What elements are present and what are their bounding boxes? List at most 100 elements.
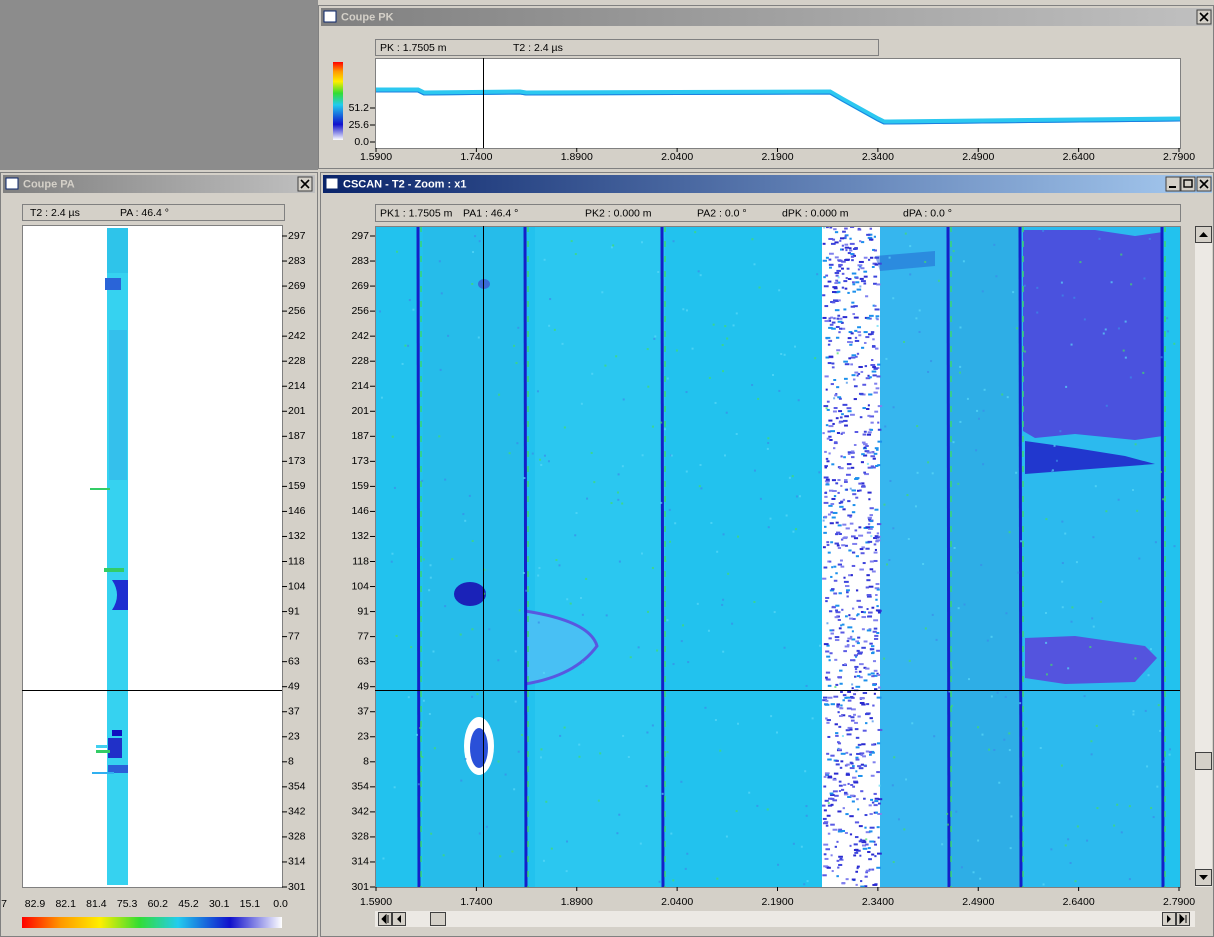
speckle bbox=[769, 517, 772, 520]
speckle bbox=[857, 264, 863, 267]
speckle bbox=[870, 421, 874, 424]
speckle bbox=[854, 821, 860, 824]
speckle bbox=[870, 465, 875, 468]
speckle bbox=[858, 651, 863, 654]
speckle bbox=[686, 852, 689, 855]
minimize-button[interactable] bbox=[1165, 176, 1181, 192]
speckle bbox=[867, 466, 872, 469]
speckle bbox=[1136, 509, 1139, 512]
speckle bbox=[835, 759, 839, 762]
speckle bbox=[843, 576, 846, 579]
speckle bbox=[471, 628, 474, 631]
speckle bbox=[478, 240, 481, 243]
speckle bbox=[857, 636, 861, 639]
speckle bbox=[1146, 765, 1149, 768]
horizontal-scrollbar[interactable] bbox=[375, 911, 1195, 927]
maximize-button[interactable] bbox=[1180, 176, 1196, 192]
scroll-first-button[interactable] bbox=[378, 912, 392, 926]
speckle bbox=[851, 374, 856, 377]
speckle bbox=[865, 831, 871, 834]
scroll-thumb[interactable] bbox=[430, 912, 446, 926]
speckle bbox=[857, 372, 861, 375]
speckle bbox=[570, 240, 573, 243]
info-label: T2 : 2.4 µs bbox=[30, 207, 80, 219]
scroll-thumb[interactable] bbox=[1195, 752, 1212, 770]
speckle bbox=[876, 742, 881, 745]
speckle bbox=[868, 314, 874, 317]
speckle bbox=[464, 519, 467, 522]
speckle bbox=[868, 858, 872, 861]
speckle bbox=[828, 435, 832, 438]
speckle bbox=[844, 236, 847, 239]
speckle bbox=[837, 563, 842, 566]
close-button[interactable] bbox=[1196, 9, 1212, 25]
speckle bbox=[826, 721, 830, 724]
speckle bbox=[499, 855, 502, 858]
speckle bbox=[520, 733, 523, 736]
speckle bbox=[1024, 350, 1027, 353]
speckle bbox=[569, 602, 572, 605]
speckle bbox=[828, 610, 833, 613]
speckle bbox=[840, 327, 846, 330]
speckle bbox=[1117, 327, 1120, 330]
y-tick-label: 77 bbox=[357, 630, 369, 642]
speckle bbox=[867, 673, 871, 676]
speckle bbox=[829, 589, 835, 592]
speckle bbox=[844, 243, 849, 246]
speckle bbox=[986, 639, 989, 642]
speckle bbox=[637, 646, 640, 649]
speckle bbox=[847, 690, 852, 693]
speckle bbox=[439, 368, 442, 371]
speckle bbox=[850, 716, 855, 719]
speckle bbox=[843, 783, 847, 786]
speckle bbox=[845, 751, 849, 754]
scroll-down-button[interactable] bbox=[1195, 869, 1212, 886]
speckle bbox=[906, 494, 909, 497]
scroll-up-button[interactable] bbox=[1195, 226, 1212, 243]
speckle bbox=[877, 405, 883, 408]
speckle bbox=[732, 324, 735, 327]
vertical-scrollbar[interactable] bbox=[1195, 226, 1212, 887]
speckle bbox=[836, 703, 841, 706]
speckle bbox=[996, 691, 999, 694]
speckle bbox=[851, 644, 855, 647]
speckle bbox=[843, 360, 848, 363]
speckle bbox=[863, 443, 868, 446]
y-tick-label: 159 bbox=[351, 480, 369, 492]
x-tick-label: 2.6400 bbox=[1063, 896, 1095, 908]
info-label: PK2 : 0.000 m bbox=[585, 207, 652, 219]
speckle bbox=[735, 312, 738, 315]
speckle bbox=[853, 854, 857, 857]
speckle bbox=[1039, 747, 1042, 750]
speckle bbox=[842, 498, 846, 501]
speckle bbox=[832, 790, 838, 793]
speckle bbox=[867, 491, 872, 494]
speckle bbox=[440, 292, 443, 295]
close-button[interactable] bbox=[1196, 176, 1212, 192]
speckle bbox=[840, 788, 845, 791]
speckle bbox=[818, 471, 821, 474]
speckle bbox=[861, 702, 865, 705]
speckle bbox=[854, 728, 859, 731]
speckle bbox=[872, 457, 876, 460]
speckle bbox=[472, 251, 475, 254]
speckle bbox=[840, 500, 844, 503]
speckle bbox=[858, 365, 863, 368]
close-button[interactable] bbox=[297, 176, 313, 192]
speckle bbox=[835, 572, 838, 575]
speckle bbox=[833, 442, 838, 445]
speckle bbox=[824, 491, 828, 494]
window-title: Coupe PK bbox=[341, 11, 394, 23]
scroll-last-button[interactable] bbox=[1176, 912, 1190, 926]
speckle bbox=[871, 570, 876, 573]
speckle bbox=[845, 277, 848, 280]
scroll-left-button[interactable] bbox=[392, 912, 406, 926]
speckle bbox=[825, 226, 829, 229]
speckle bbox=[827, 802, 830, 805]
speckle bbox=[874, 843, 878, 846]
speckle bbox=[831, 870, 834, 873]
speckle bbox=[849, 413, 855, 416]
speckle bbox=[851, 551, 856, 554]
speckle bbox=[867, 516, 872, 519]
scroll-right-button[interactable] bbox=[1162, 912, 1176, 926]
